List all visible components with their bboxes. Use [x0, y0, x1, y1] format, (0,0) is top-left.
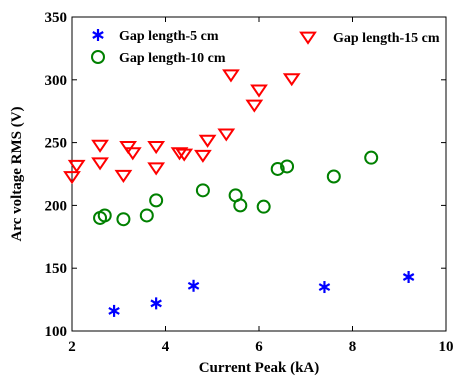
y-tick-label: 350: [45, 10, 68, 26]
data-point: [364, 150, 379, 165]
data-point: [108, 304, 120, 317]
x-tick-label: 8: [349, 339, 357, 355]
data-point: [318, 281, 331, 294]
data-point: [187, 279, 200, 292]
data-point: [147, 141, 166, 155]
data-point: [147, 162, 166, 176]
data-point: [67, 159, 86, 173]
data-point: [149, 193, 164, 208]
data-point: [175, 148, 194, 162]
data-point: [170, 147, 189, 161]
legend: Gap length-5 cm Gap length-10 cm Gap lengt…: [91, 29, 440, 66]
data-point: [245, 99, 264, 113]
series-1: [108, 270, 415, 317]
series-3: [63, 69, 301, 185]
legend-marker: [92, 29, 104, 41]
x-tick-label: 6: [255, 339, 263, 355]
data-point: [123, 147, 142, 161]
data-point: [250, 84, 268, 98]
data-point: [270, 161, 285, 176]
legend-label: Gap length-15 cm: [333, 31, 440, 46]
data-point: [402, 270, 415, 283]
data-point: [326, 169, 341, 184]
data-point: [119, 141, 137, 155]
data-point: [222, 69, 240, 83]
data-point: [116, 212, 131, 227]
legend-entry-3: Gap length-15 cm: [299, 31, 440, 46]
data-point: [217, 128, 236, 142]
y-axis-label: Arc voltage RMS (V): [9, 106, 25, 241]
legend-entry-2: Gap length-10 cm: [91, 50, 226, 66]
y-tick-label: 250: [45, 136, 68, 152]
data-point: [97, 208, 112, 223]
y-tick-label: 300: [45, 73, 68, 89]
data-point: [195, 183, 210, 198]
y-tick-label: 150: [45, 261, 68, 277]
y-tick-label: 100: [45, 324, 68, 340]
x-tick-label: 2: [68, 339, 76, 355]
data-point: [256, 199, 271, 214]
x-axis-label: Current Peak (kA): [199, 360, 320, 376]
series-2: [93, 150, 379, 227]
x-tick-label: 4: [162, 339, 170, 355]
data-point: [233, 198, 248, 213]
legend-marker: [91, 50, 105, 64]
y-tick-label: 200: [45, 198, 68, 214]
data-point: [114, 169, 133, 183]
data-point: [63, 171, 81, 185]
series-layer: [63, 69, 415, 317]
data-point: [198, 134, 217, 148]
axes: 2 4 6 8 10 100 150 200 250 300 350: [45, 10, 454, 355]
data-point: [150, 297, 162, 310]
data-point: [91, 139, 109, 153]
data-point: [280, 159, 295, 174]
legend-label: Gap length-5 cm: [119, 29, 219, 44]
legend-label: Gap length-10 cm: [119, 51, 226, 66]
data-point: [139, 208, 154, 223]
legend-entry-1: Gap length-5 cm: [92, 29, 219, 44]
legend-marker: [299, 31, 317, 45]
data-point: [91, 157, 109, 171]
data-point: [194, 149, 212, 163]
data-point: [282, 73, 301, 87]
x-tick-label: 10: [439, 339, 454, 355]
